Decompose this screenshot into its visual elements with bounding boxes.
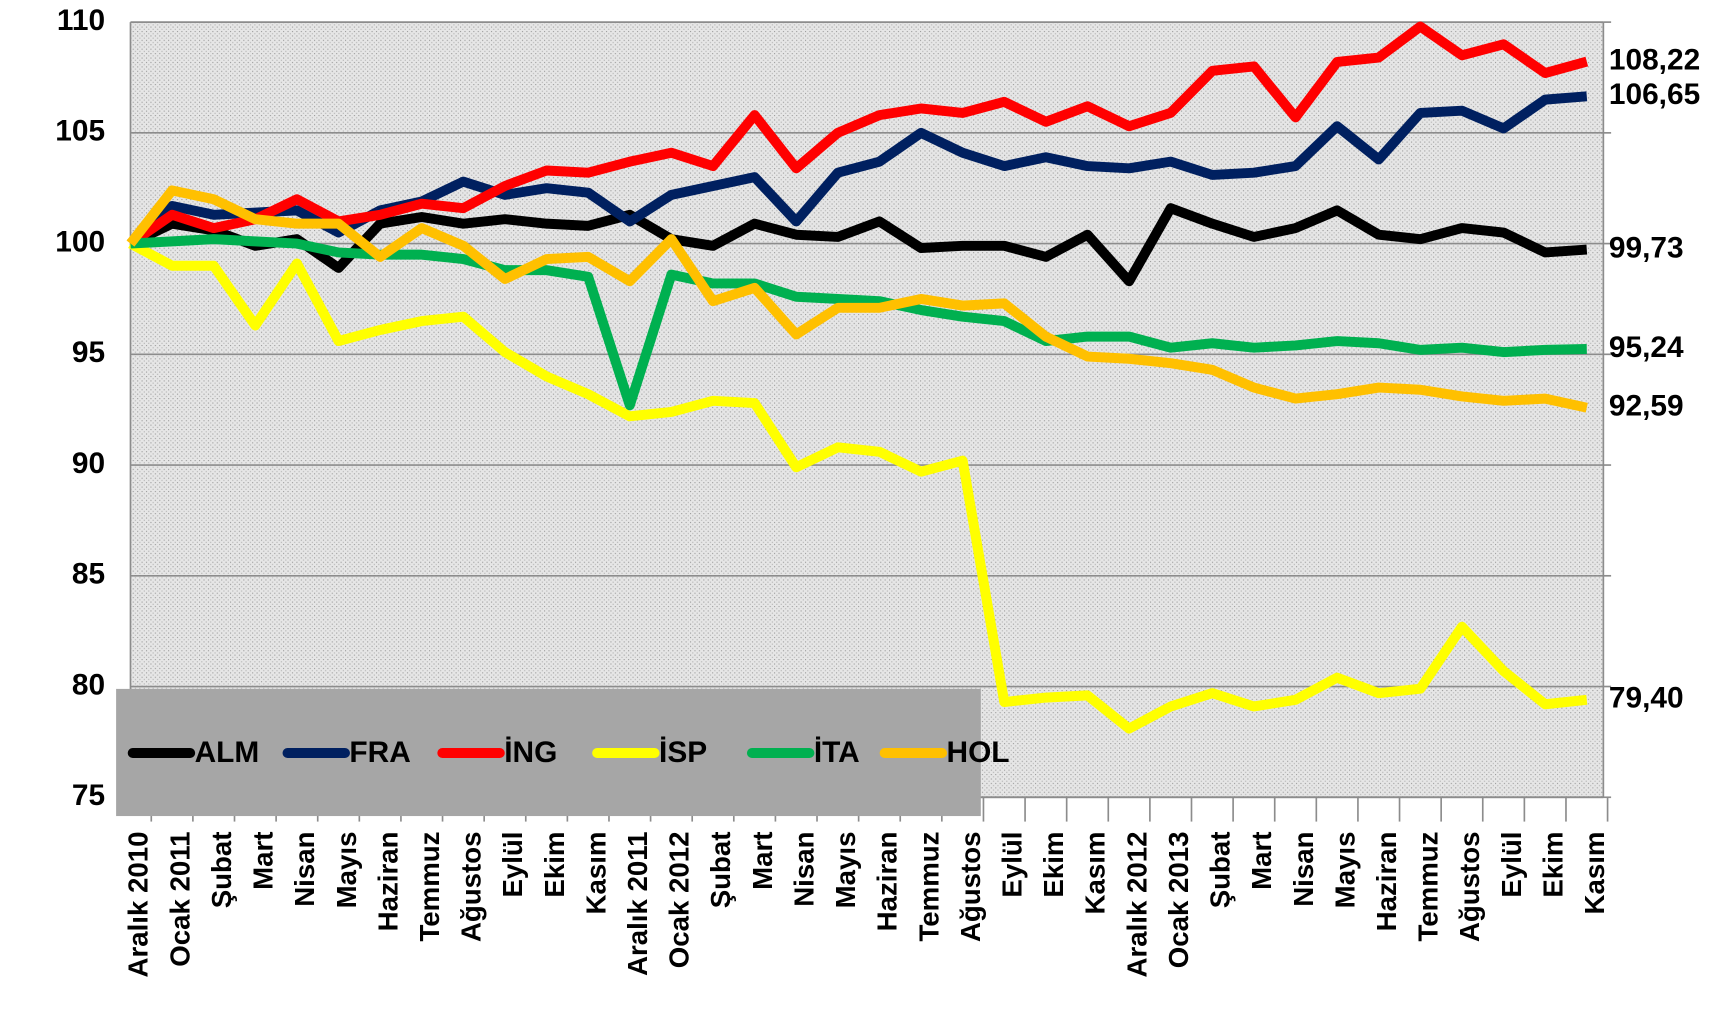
- legend-label: İTA: [814, 736, 860, 769]
- x-tick-label: Ağustos: [1454, 832, 1485, 943]
- y-tick-label: 95: [72, 336, 105, 369]
- legend-label: FRA: [349, 736, 410, 769]
- legend: ALM FRA İNG İSP İTA HOL: [116, 688, 1010, 817]
- legend-box: [116, 688, 981, 817]
- plot-area: [130, 22, 1604, 798]
- x-tick-label: Nisan: [788, 832, 819, 907]
- x-tick-label: Haziran: [1371, 832, 1402, 932]
- x-tick-label: Mayıs: [331, 832, 362, 909]
- x-tick-label: Mayıs: [1329, 832, 1360, 909]
- x-tick-label: Kasım: [1579, 832, 1610, 915]
- x-tick-label: Ocak 2013: [1163, 832, 1194, 969]
- y-tick-label: 110: [57, 4, 105, 37]
- y-tick-label: 85: [72, 558, 105, 591]
- legend-label: İSP: [659, 736, 707, 769]
- x-tick-label: Temmuz: [414, 832, 445, 942]
- x-tick-label: Ekim: [539, 832, 570, 898]
- y-tick-label: 75: [72, 779, 105, 812]
- series-line: [128, 203, 1588, 287]
- x-tick-label: Ocak 2012: [664, 832, 695, 969]
- x-tick-label: Ağustos: [955, 832, 986, 943]
- legend-label: İNG: [504, 736, 557, 769]
- x-tick-label: Ekim: [1038, 832, 1069, 898]
- legend-label: HOL: [947, 736, 1010, 769]
- x-tick-label: Mart: [747, 832, 778, 890]
- data-label: 79,40: [1609, 682, 1684, 715]
- y-tick-label: 80: [72, 668, 105, 701]
- series-line: [126, 185, 1588, 413]
- x-tick-label: Şubat: [206, 832, 237, 909]
- x-tick-label: Ocak 2011: [164, 832, 195, 967]
- y-tick-label: 105: [55, 115, 105, 148]
- x-tick-label: Temmuz: [913, 832, 944, 942]
- y-tick-label: 100: [55, 225, 105, 258]
- data-label: 108,22: [1609, 43, 1700, 76]
- x-tick-label: Aralık 2012: [1121, 832, 1152, 978]
- x-tick-label: Mart: [248, 832, 279, 890]
- x-tick-label: Mart: [1246, 832, 1277, 890]
- data-label: 92,59: [1609, 390, 1684, 423]
- series-line: [127, 21, 1589, 248]
- data-label: 99,73: [1609, 231, 1684, 264]
- x-tick-label: Aralık 2011: [622, 832, 653, 976]
- x-tick-label: Mayıs: [830, 832, 861, 909]
- series-line: [128, 239, 1588, 734]
- x-tick-label: Ekim: [1537, 832, 1568, 898]
- x-tick-label: Haziran: [872, 832, 903, 932]
- x-tick-label: Aralık 2010: [123, 832, 154, 978]
- x-tick-label: Haziran: [372, 832, 403, 932]
- x-tick-label: Nisan: [289, 832, 320, 907]
- x-tick-label: Eylül: [1496, 832, 1527, 898]
- data-label: 106,65: [1609, 78, 1700, 111]
- data-label: 95,24: [1609, 331, 1684, 364]
- y-tick-label: 90: [72, 447, 105, 480]
- x-tick-label: Şubat: [705, 832, 736, 909]
- x-tick-label: Kasım: [1080, 832, 1111, 915]
- x-tick-label: Şubat: [1205, 832, 1236, 909]
- x-tick-label: Eylül: [497, 832, 528, 898]
- x-tick-label: Ağustos: [456, 832, 487, 943]
- x-tick-label: Kasım: [580, 832, 611, 915]
- legend-label: ALM: [195, 736, 260, 769]
- x-tick-label: Nisan: [1288, 832, 1319, 907]
- x-tick-label: Eylül: [997, 832, 1028, 898]
- x-tick-label: Temmuz: [1413, 832, 1444, 942]
